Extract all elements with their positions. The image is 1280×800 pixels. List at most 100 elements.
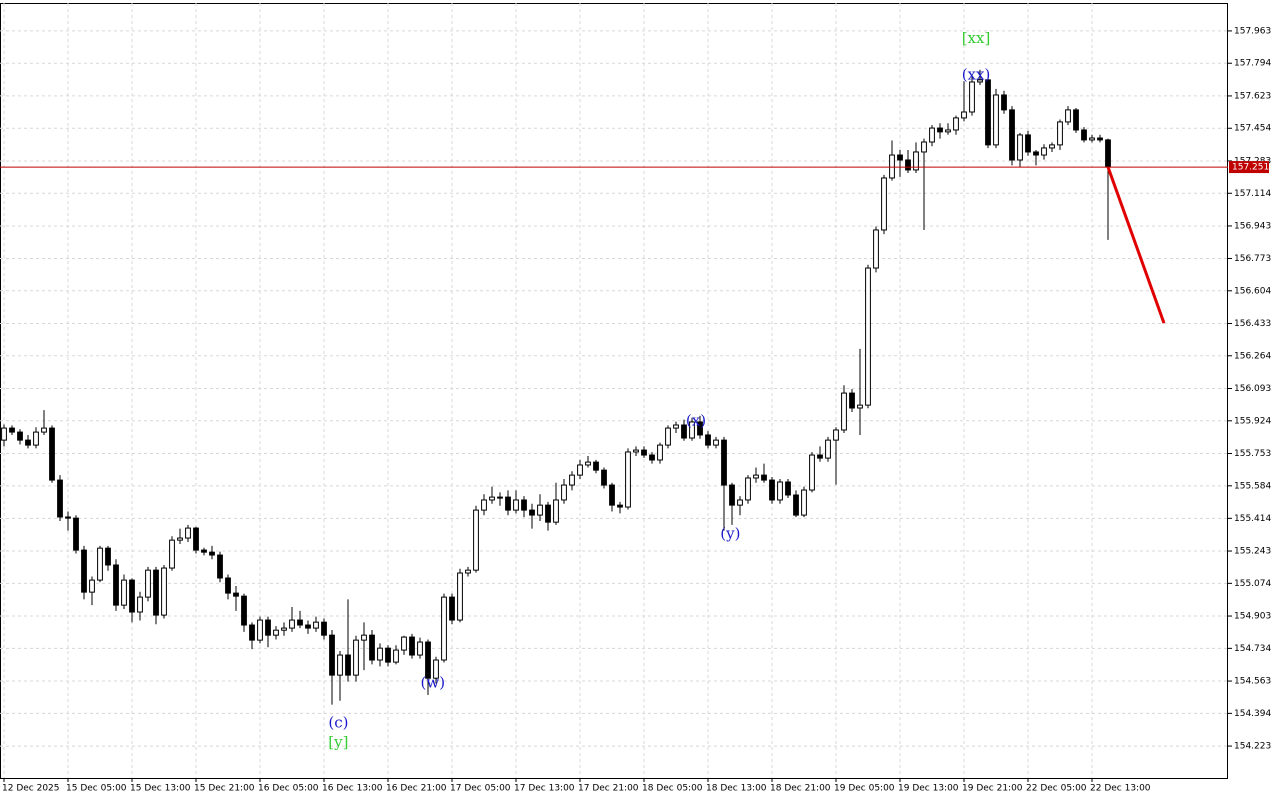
candle-body — [449, 596, 455, 621]
candle-body — [905, 159, 911, 171]
candle-body — [929, 127, 935, 143]
y-tick-label: 154.563 — [1234, 677, 1271, 687]
candle-body — [761, 474, 767, 481]
x-tick-label: 19 Dec 21:00 — [962, 784, 1023, 794]
y-tick-label: 154.903 — [1234, 612, 1271, 622]
x-tick-label: 15 Dec 13:00 — [130, 784, 191, 794]
candle-body — [129, 579, 135, 613]
y-tick-label: 157.623 — [1234, 91, 1271, 101]
y-tick-label: 156.773 — [1234, 254, 1271, 264]
candle-body — [729, 484, 735, 506]
y-tick-label: 156.943 — [1234, 221, 1271, 231]
candle-body — [529, 509, 535, 516]
x-tick-label: 16 Dec 05:00 — [258, 784, 319, 794]
candle-body — [641, 449, 647, 456]
candle-body — [401, 636, 407, 651]
candle-body — [1057, 121, 1063, 146]
grid: 157.963157.794157.623157.454157.283157.1… — [0, 3, 1271, 794]
candle-body — [17, 431, 23, 441]
candle-body — [209, 551, 215, 556]
candle-body — [89, 579, 95, 593]
candle-body — [1001, 94, 1007, 111]
candle-body — [305, 624, 311, 629]
candle-body — [505, 496, 511, 511]
x-tick-label: 15 Dec 21:00 — [194, 784, 255, 794]
candle-body — [249, 624, 255, 641]
candle-body — [977, 79, 983, 83]
candle-body — [385, 647, 391, 663]
candle-body — [553, 499, 559, 523]
candle-body — [433, 659, 439, 679]
candle-body — [473, 509, 479, 571]
y-tick-label: 156.264 — [1234, 351, 1271, 361]
current-price-label: 157.251 — [1232, 163, 1269, 173]
y-tick-label: 155.753 — [1234, 449, 1271, 459]
candle-body — [969, 81, 975, 113]
x-tick-label: 16 Dec 21:00 — [386, 784, 447, 794]
x-tick-label: 18 Dec 05:00 — [642, 784, 703, 794]
candle-body — [105, 547, 111, 566]
candle-body — [793, 494, 799, 516]
candle-body — [697, 421, 703, 436]
candle-body — [593, 461, 599, 471]
candle-body — [457, 572, 463, 621]
x-tick-label: 15 Dec 05:00 — [66, 784, 127, 794]
candle-body — [425, 641, 431, 679]
candle-body — [97, 547, 103, 581]
candle-body — [193, 527, 199, 551]
candle-body — [233, 592, 239, 597]
candle-body — [9, 427, 15, 433]
candle-body — [1073, 109, 1079, 131]
candle-body — [41, 427, 47, 433]
candle-body — [489, 496, 495, 501]
candle-body — [265, 619, 271, 636]
candle-body — [281, 627, 287, 631]
candle-body — [25, 439, 31, 446]
y-tick-label: 157.114 — [1234, 189, 1271, 199]
candle-body — [889, 154, 895, 179]
candle-body — [57, 479, 63, 518]
candle-body — [561, 484, 567, 501]
candle-body — [545, 504, 551, 523]
y-tick-label: 156.433 — [1234, 319, 1271, 329]
candle-body — [737, 499, 743, 506]
candle-body — [961, 111, 967, 119]
y-tick-label: 157.963 — [1234, 26, 1271, 36]
candle-body — [1089, 137, 1095, 141]
x-tick-label: 19 Dec 05:00 — [834, 784, 895, 794]
y-tick-label: 155.074 — [1234, 579, 1271, 589]
candle-body — [521, 499, 527, 511]
candle-body — [497, 496, 503, 499]
candle-body — [897, 154, 903, 161]
y-tick-label: 155.243 — [1234, 547, 1271, 557]
x-tick-label: 17 Dec 13:00 — [514, 784, 575, 794]
y-tick-label: 157.794 — [1234, 59, 1271, 69]
candle-body — [657, 444, 663, 461]
candle-body — [625, 451, 631, 508]
candle-body — [841, 392, 847, 431]
candle-body — [569, 474, 575, 486]
candle-body — [361, 634, 367, 641]
candle-body — [1025, 134, 1031, 153]
candle-body — [241, 595, 247, 626]
wave-label: (c) — [328, 714, 348, 732]
y-tick-label: 154.394 — [1234, 709, 1271, 719]
candle-body — [49, 427, 55, 481]
candles — [1, 69, 1111, 705]
candle-body — [321, 621, 327, 636]
candle-body — [769, 479, 775, 501]
wave-label: (y) — [720, 524, 740, 542]
candle-body — [289, 619, 295, 629]
candle-body — [873, 229, 879, 269]
candle-body — [217, 554, 223, 579]
wave-label: (x) — [686, 412, 706, 430]
candle-body — [513, 499, 519, 511]
candle-body — [833, 429, 839, 441]
y-tick-label: 155.924 — [1234, 416, 1271, 426]
candle-body — [481, 499, 487, 511]
x-tick-label: 18 Dec 21:00 — [770, 784, 831, 794]
y-tick-label: 156.604 — [1234, 286, 1271, 296]
candle-body — [345, 654, 351, 676]
candle-body — [673, 424, 679, 429]
